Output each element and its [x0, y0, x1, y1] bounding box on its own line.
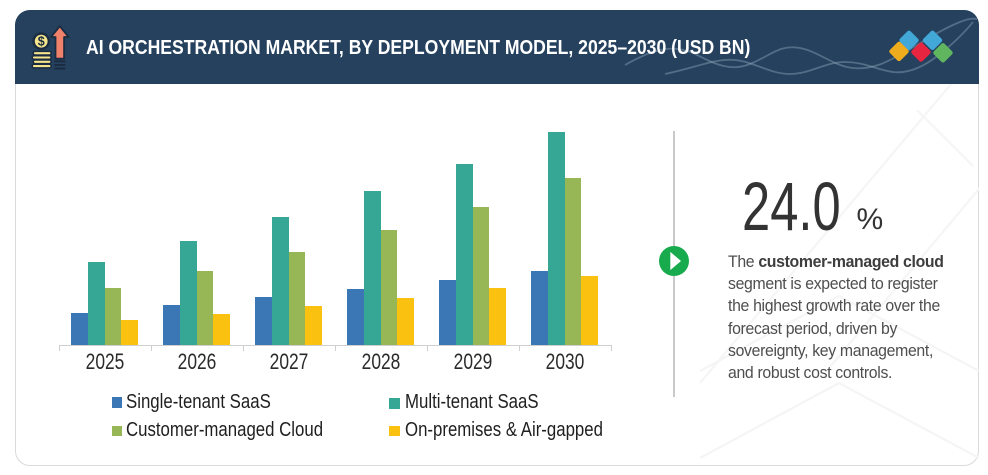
- svg-text:$: $: [38, 35, 45, 49]
